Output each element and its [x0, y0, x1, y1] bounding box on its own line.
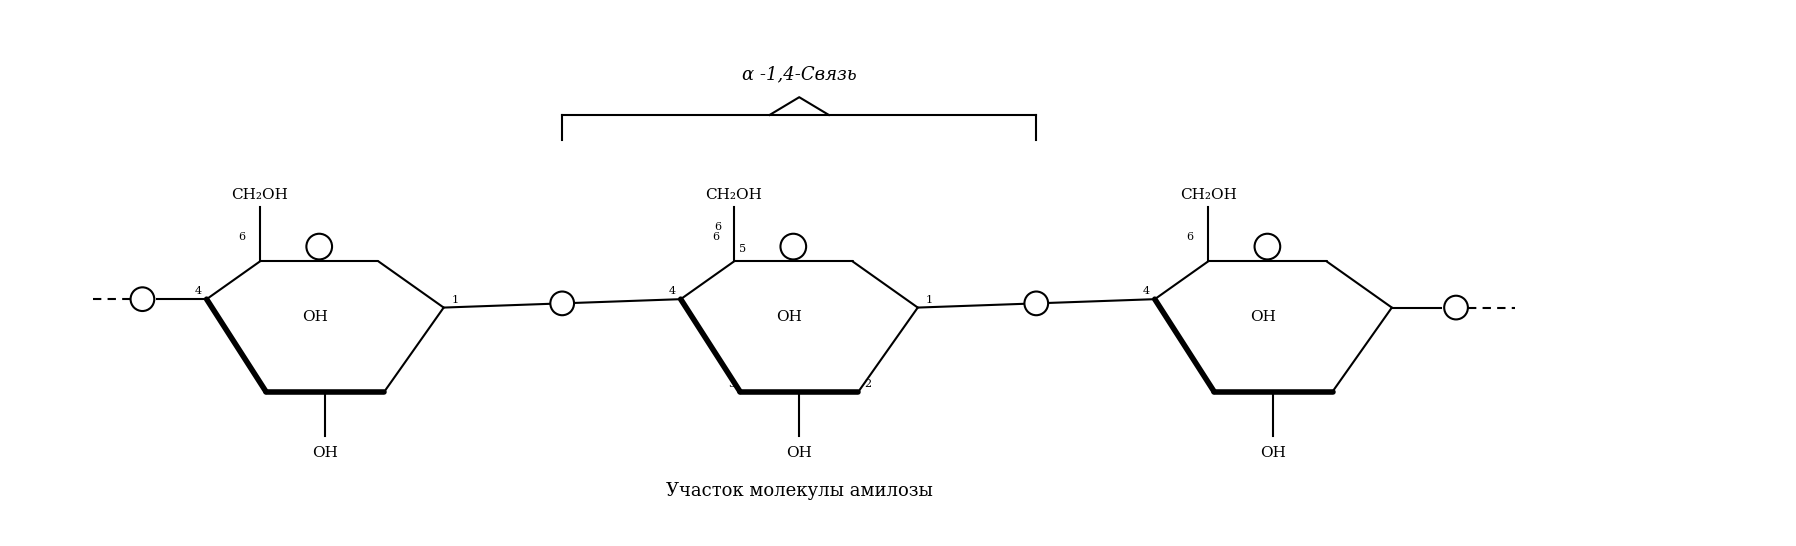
Text: 1: 1 — [925, 295, 932, 305]
Circle shape — [1444, 296, 1467, 319]
Circle shape — [307, 234, 332, 259]
Text: OH: OH — [302, 310, 329, 324]
Text: OH: OH — [1261, 446, 1286, 460]
Circle shape — [131, 287, 154, 311]
Text: 6: 6 — [239, 232, 244, 242]
Text: 4: 4 — [668, 286, 675, 296]
Text: 6: 6 — [711, 232, 718, 242]
Text: OH: OH — [313, 446, 338, 460]
Text: OH: OH — [787, 446, 812, 460]
Text: CH₂OH: CH₂OH — [1180, 188, 1237, 202]
Text: Участок молекулы амилозы: Участок молекулы амилозы — [666, 482, 932, 500]
Circle shape — [781, 234, 806, 259]
Text: 3: 3 — [727, 378, 735, 389]
Text: OH: OH — [776, 310, 803, 324]
Text: 5: 5 — [738, 244, 745, 253]
Text: OH: OH — [1250, 310, 1277, 324]
Text: CH₂OH: CH₂OH — [232, 188, 289, 202]
Text: CH₂OH: CH₂OH — [706, 188, 763, 202]
Text: 6: 6 — [1185, 232, 1193, 242]
Text: α -1,4-Связь: α -1,4-Связь — [742, 66, 857, 84]
Text: 4: 4 — [1142, 286, 1149, 296]
Circle shape — [550, 292, 575, 315]
Text: 2: 2 — [864, 378, 871, 389]
Circle shape — [1255, 234, 1281, 259]
Text: 1: 1 — [451, 295, 458, 305]
Text: 4: 4 — [194, 286, 201, 296]
Circle shape — [1024, 292, 1049, 315]
Text: 6: 6 — [715, 222, 722, 232]
